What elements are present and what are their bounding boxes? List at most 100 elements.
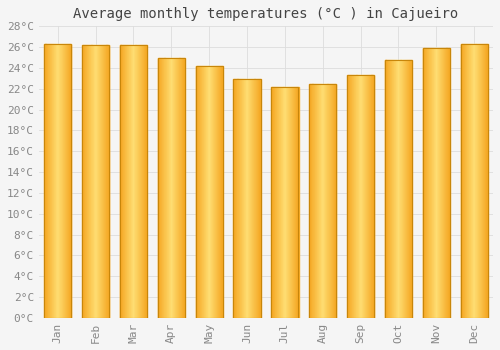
Bar: [252, 79, 253, 318]
Bar: [86, 45, 87, 318]
Bar: [272, 87, 274, 318]
Bar: [395, 60, 396, 318]
Bar: [160, 57, 161, 318]
Bar: [88, 45, 89, 318]
Bar: [136, 45, 137, 318]
Bar: [255, 79, 256, 318]
Bar: [410, 60, 412, 318]
Bar: [89, 45, 90, 318]
Bar: [439, 48, 440, 318]
Bar: [167, 57, 168, 318]
Bar: [162, 57, 163, 318]
Bar: [482, 44, 483, 318]
Bar: [49, 44, 50, 318]
Bar: [288, 87, 289, 318]
Bar: [296, 87, 297, 318]
Bar: [179, 57, 180, 318]
Bar: [405, 60, 406, 318]
Bar: [327, 84, 328, 318]
Bar: [472, 44, 473, 318]
Bar: [248, 79, 249, 318]
Bar: [294, 87, 295, 318]
Bar: [437, 48, 438, 318]
Bar: [398, 60, 399, 318]
Bar: [442, 48, 443, 318]
Bar: [53, 44, 54, 318]
Bar: [352, 75, 353, 318]
Bar: [309, 84, 310, 318]
Bar: [47, 44, 48, 318]
Bar: [479, 44, 480, 318]
Bar: [163, 57, 164, 318]
Bar: [283, 87, 284, 318]
Bar: [434, 48, 435, 318]
Bar: [290, 87, 291, 318]
Bar: [184, 57, 185, 318]
Bar: [244, 79, 245, 318]
Bar: [393, 60, 394, 318]
Bar: [312, 84, 313, 318]
Bar: [101, 45, 102, 318]
Bar: [138, 45, 139, 318]
Bar: [351, 75, 352, 318]
Bar: [97, 45, 98, 318]
Bar: [123, 45, 124, 318]
Bar: [326, 84, 327, 318]
Bar: [207, 66, 208, 318]
Bar: [56, 44, 57, 318]
Bar: [124, 45, 126, 318]
Bar: [360, 75, 362, 318]
Bar: [385, 60, 412, 318]
Bar: [242, 79, 243, 318]
Bar: [82, 45, 84, 318]
Bar: [347, 75, 348, 318]
Bar: [389, 60, 390, 318]
Bar: [334, 84, 335, 318]
Bar: [134, 45, 135, 318]
Bar: [159, 57, 160, 318]
Bar: [174, 57, 176, 318]
Bar: [370, 75, 371, 318]
Bar: [145, 45, 146, 318]
Bar: [371, 75, 372, 318]
Bar: [320, 84, 322, 318]
Bar: [92, 45, 93, 318]
Bar: [214, 66, 216, 318]
Bar: [424, 48, 426, 318]
Bar: [314, 84, 316, 318]
Bar: [105, 45, 106, 318]
Bar: [373, 75, 374, 318]
Bar: [102, 45, 103, 318]
Bar: [429, 48, 430, 318]
Bar: [130, 45, 131, 318]
Bar: [386, 60, 387, 318]
Bar: [210, 66, 211, 318]
Bar: [158, 57, 159, 318]
Bar: [58, 44, 59, 318]
Bar: [287, 87, 288, 318]
Bar: [257, 79, 258, 318]
Bar: [368, 75, 369, 318]
Bar: [130, 45, 132, 318]
Bar: [176, 57, 178, 318]
Bar: [202, 66, 203, 318]
Bar: [289, 87, 290, 318]
Bar: [396, 60, 397, 318]
Bar: [464, 44, 466, 318]
Bar: [82, 45, 109, 318]
Bar: [234, 79, 236, 318]
Bar: [253, 79, 254, 318]
Bar: [164, 57, 165, 318]
Bar: [316, 84, 318, 318]
Bar: [158, 57, 185, 318]
Bar: [297, 87, 298, 318]
Bar: [477, 44, 478, 318]
Bar: [392, 60, 393, 318]
Bar: [137, 45, 138, 318]
Bar: [106, 45, 107, 318]
Bar: [104, 45, 105, 318]
Bar: [271, 87, 298, 318]
Bar: [441, 48, 442, 318]
Bar: [426, 48, 428, 318]
Bar: [205, 66, 206, 318]
